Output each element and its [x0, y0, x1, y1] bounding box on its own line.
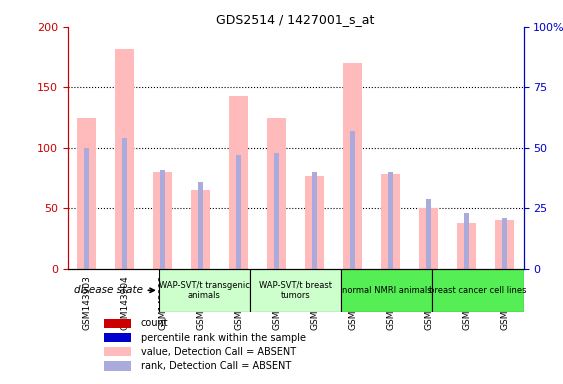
Title: GDS2514 / 1427001_s_at: GDS2514 / 1427001_s_at	[216, 13, 375, 26]
Bar	[432, 269, 524, 312]
Bar	[122, 138, 127, 269]
Text: disease state: disease state	[74, 285, 154, 295]
Bar	[457, 223, 476, 269]
Text: breast cancer cell lines: breast cancer cell lines	[429, 286, 527, 295]
Text: value, Detection Call = ABSENT: value, Detection Call = ABSENT	[141, 347, 296, 357]
Bar	[267, 118, 286, 269]
Bar	[305, 175, 324, 269]
Bar	[104, 319, 131, 328]
Bar	[159, 269, 250, 312]
Bar	[419, 209, 438, 269]
Bar	[343, 63, 362, 269]
Bar	[104, 347, 131, 356]
Bar	[350, 131, 355, 269]
Bar	[381, 174, 400, 269]
Bar	[198, 182, 203, 269]
Bar	[104, 361, 131, 371]
Bar	[250, 269, 341, 312]
Bar	[236, 155, 242, 269]
Bar	[464, 213, 470, 269]
Bar	[191, 190, 210, 269]
Bar	[84, 148, 90, 269]
Bar	[495, 220, 514, 269]
Bar	[502, 218, 507, 269]
Bar	[274, 153, 279, 269]
Bar	[312, 172, 318, 269]
Text: WAP-SVT/t breast
tumors: WAP-SVT/t breast tumors	[259, 281, 332, 300]
Text: WAP-SVT/t transgenic
animals: WAP-SVT/t transgenic animals	[159, 281, 250, 300]
Text: count: count	[141, 318, 168, 328]
Bar	[77, 118, 96, 269]
Bar	[153, 172, 172, 269]
Bar	[115, 49, 134, 269]
Bar	[388, 172, 394, 269]
Bar	[341, 269, 432, 312]
Bar	[229, 96, 248, 269]
Bar	[426, 199, 431, 269]
Bar	[104, 333, 131, 342]
Text: normal NMRI animals: normal NMRI animals	[342, 286, 432, 295]
Text: rank, Detection Call = ABSENT: rank, Detection Call = ABSENT	[141, 361, 291, 371]
Bar	[160, 170, 166, 269]
Text: percentile rank within the sample: percentile rank within the sample	[141, 333, 306, 343]
